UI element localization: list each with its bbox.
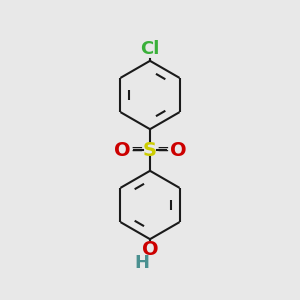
Text: =: = — [130, 142, 143, 157]
Text: O: O — [169, 140, 186, 160]
Text: =: = — [157, 142, 169, 157]
Text: H: H — [134, 254, 149, 272]
Text: O: O — [114, 140, 130, 160]
Text: S: S — [143, 140, 157, 160]
Text: Cl: Cl — [140, 40, 160, 58]
Text: O: O — [142, 240, 158, 260]
